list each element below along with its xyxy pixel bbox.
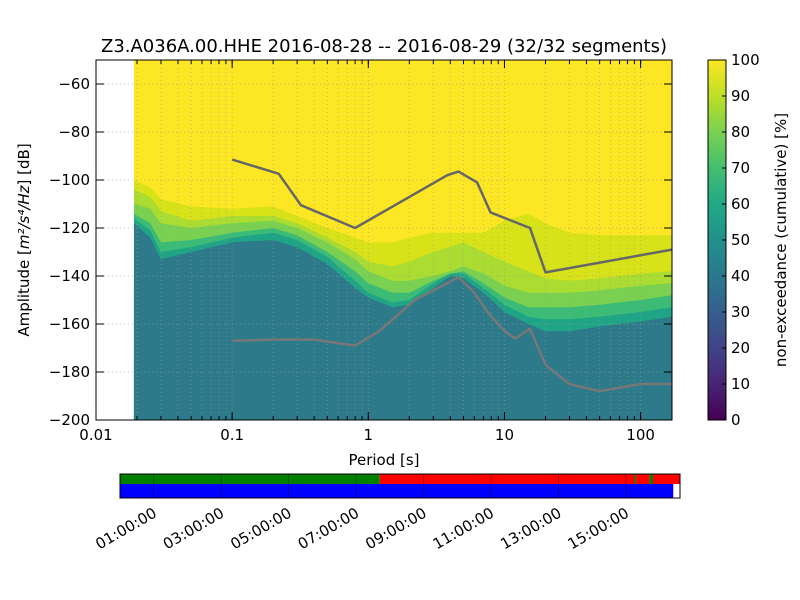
- timeline-top-segment: [653, 474, 680, 484]
- y-axis-label: Amplitude [m²/s⁴/Hz] [dB]: [15, 143, 33, 336]
- plot-frame: [95, 59, 673, 421]
- timeline-tick-label: 13:00:00: [497, 504, 564, 553]
- timeline-tick-label: 09:00:00: [362, 504, 429, 553]
- colorbar-tick-label: 50: [731, 231, 750, 249]
- timeline-tick-label: 11:00:00: [430, 504, 497, 553]
- colorbar-tick-label: 40: [731, 267, 750, 285]
- x-tick-label: 0.1: [220, 426, 244, 444]
- timeline-tick-label: 01:00:00: [92, 504, 159, 553]
- y-tick-label: −160: [49, 315, 90, 333]
- colorbar-tick-label: 10: [731, 375, 750, 393]
- timeline-bars: [120, 474, 680, 498]
- colorbar: 0 10 20 30 40 50 60 70 80 90 100 non-exceedance (c…: [707, 51, 790, 429]
- colorbar-tick-label: 100: [731, 51, 760, 69]
- data-coverage-timeline: 01:00:00 03:00:00 05:00:00 07:00:00 09:00:00…: [92, 473, 681, 553]
- colorbar-tick-label: 90: [731, 87, 750, 105]
- x-tick-label: 0.01: [79, 426, 112, 444]
- y-tick-label: −120: [49, 219, 90, 237]
- colorbar-tick-label: 20: [731, 339, 750, 357]
- timeline-top-segment: [636, 474, 650, 484]
- colorbar-gradient: [708, 60, 726, 420]
- plot-area: 0.01 0.1 1 10 100 −60 −80 −100 −120 −140 −160 −180…: [49, 59, 673, 444]
- timeline-tick-label: 05:00:00: [227, 504, 294, 553]
- noise-model-high-curve: [231, 158, 672, 274]
- timeline-top-segment: [120, 474, 380, 484]
- y-tick-label: −180: [49, 363, 90, 381]
- colorbar-tick-label: 30: [731, 303, 750, 321]
- x-tick-label: 10: [495, 426, 514, 444]
- colorbar-tick-label: 70: [731, 159, 750, 177]
- noise-model-curves: [231, 158, 672, 393]
- band-level-40: [133, 223, 672, 420]
- grid-lines: [96, 60, 672, 420]
- timeline-top-segment: [649, 474, 654, 484]
- y-tick-label: −200: [49, 411, 90, 429]
- colorbar-tick-label: 0: [731, 411, 741, 429]
- noise-model-low-curve: [232, 275, 672, 393]
- colorbar-tick-label: 80: [731, 123, 750, 141]
- timeline-top-segment: [379, 474, 635, 484]
- x-axis-label: Period [s]: [348, 451, 419, 469]
- y-axis-label-units: m²/s⁴/Hz: [15, 184, 33, 249]
- colorbar-label: non-exceedance (cumulative) [%]: [772, 113, 790, 367]
- chart-title: Z3.A036A.00.HHE 2016-08-28 -- 2016-08-29…: [101, 36, 667, 57]
- timeline-top-segment: [634, 474, 637, 484]
- y-tick-label: −80: [58, 123, 90, 141]
- x-tick-label: 1: [364, 426, 374, 444]
- timeline-tick-label: 07:00:00: [295, 504, 362, 553]
- x-tick-label: 100: [626, 426, 655, 444]
- timeline-tick-label: 15:00:00: [565, 504, 632, 553]
- timeline-tick-label: 03:00:00: [160, 504, 227, 553]
- colorbar-tick-label: 60: [731, 195, 750, 213]
- y-tick-label: −60: [58, 75, 90, 93]
- heatmap-bands: [133, 60, 672, 420]
- timeline-bottom-segment: [120, 484, 674, 498]
- x-axis-ticks: 0.01 0.1 1 10 100: [79, 60, 655, 444]
- colorbar-ticks: 0 10 20 30 40 50 60 70 80 90 100: [722, 51, 760, 429]
- y-tick-label: −100: [49, 171, 90, 189]
- y-axis-label-prefix: Amplitude [: [15, 249, 33, 337]
- y-axis-label-suffix: ] [dB]: [15, 143, 33, 185]
- timeline-frame: [119, 473, 681, 499]
- y-tick-label: −140: [49, 267, 90, 285]
- y-axis-ticks: −60 −80 −100 −120 −140 −160 −180 −200: [49, 75, 672, 429]
